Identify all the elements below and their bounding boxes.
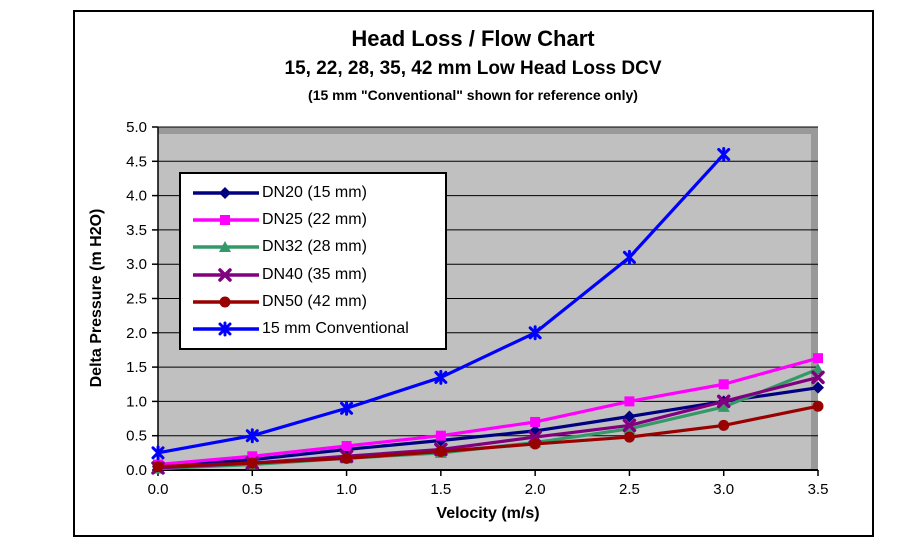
y-tick-label: 0.0: [126, 462, 147, 479]
diamond-marker: [812, 381, 824, 394]
x-axis-title: Velocity (m/s): [436, 505, 540, 522]
y-tick-label: 4.5: [126, 153, 147, 170]
y-tick-label: 3.5: [126, 222, 147, 239]
circle-marker: [152, 461, 164, 473]
legend: DN20 (15 mm) DN25 (22 mm) DN32 (28 mm) DN40…: [179, 172, 447, 350]
chart-subtitle: 15, 22, 28, 35, 42 mm Low Head Loss DCV: [284, 58, 662, 79]
x-tick-label: 3.0: [713, 481, 734, 498]
legend-item: DN50 (42 mm): [193, 293, 441, 311]
legend-swatch: [193, 241, 259, 253]
legend-item: DN40 (35 mm): [193, 266, 441, 284]
y-tick-label: 2.0: [126, 325, 147, 342]
circle-marker: [718, 419, 730, 431]
legend-swatch: [193, 214, 259, 225]
y-tick-label: 1.0: [126, 393, 147, 410]
square-marker: [435, 430, 446, 441]
y-tick-label: 0.5: [126, 428, 147, 445]
x-marker: [811, 370, 825, 385]
circle-marker: [623, 431, 635, 443]
legend-swatch: [193, 186, 259, 199]
y-tick-label: 1.5: [126, 359, 147, 376]
star-marker: [434, 369, 448, 385]
x-tick-label: 2.5: [619, 481, 640, 498]
triangle-marker: [219, 241, 231, 253]
circle-marker: [219, 296, 231, 308]
plot-shadow-top: [158, 127, 818, 134]
star-marker: [151, 445, 165, 461]
y-tick-label: 3.0: [126, 256, 147, 273]
circle-marker: [435, 445, 447, 457]
diamond-marker: [623, 410, 636, 423]
star-marker: [622, 249, 636, 265]
x-marker: [622, 418, 637, 433]
series-15-mm-conventional: [151, 146, 731, 461]
square-marker: [530, 416, 541, 427]
triangle-marker: [717, 400, 730, 412]
y-tick-label: 5.0: [126, 119, 147, 136]
legend-label: DN20 (15 mm): [262, 183, 367, 201]
y-tick-label: 4.0: [126, 188, 147, 205]
circle-marker: [812, 400, 824, 412]
star-marker: [340, 400, 354, 416]
triangle-marker: [623, 422, 636, 434]
square-marker: [718, 379, 729, 390]
legend-label: 15 mm Conventional: [262, 320, 409, 338]
star-marker: [218, 321, 232, 337]
square-marker: [341, 440, 352, 451]
star-marker: [245, 428, 259, 444]
legend-label: DN50 (42 mm): [262, 292, 367, 310]
star-marker: [528, 325, 542, 341]
diamond-marker: [219, 186, 231, 199]
y-axis-title: Delta Pressure (m H2O): [88, 208, 105, 388]
x-tick-label: 1.0: [336, 481, 357, 498]
legend-item: DN25 (22 mm): [193, 211, 441, 229]
x-tick-label: 1.5: [430, 481, 451, 498]
triangle-marker: [812, 363, 824, 375]
legend-item: DN32 (28 mm): [193, 238, 441, 256]
square-marker: [813, 353, 823, 364]
legend-label: DN25 (22 mm): [262, 210, 367, 228]
square-marker: [247, 451, 258, 462]
x-marker: [218, 267, 232, 282]
series-dn50-42-mm-: [152, 400, 824, 473]
legend-swatch: [193, 296, 259, 308]
y-tick-label: 2.5: [126, 291, 147, 308]
legend-item: DN20 (15 mm): [193, 184, 441, 202]
x-marker: [716, 394, 731, 409]
series-line: [157, 404, 819, 469]
square-marker: [624, 396, 635, 407]
chart-note: (15 mm "Conventional" shown for referenc…: [308, 87, 638, 103]
square-marker: [220, 214, 230, 225]
legend-label: DN32 (28 mm): [262, 238, 367, 256]
legend-label: DN40 (35 mm): [262, 265, 367, 283]
x-tick-label: 0.5: [242, 481, 263, 498]
circle-marker: [529, 438, 541, 450]
x-tick-label: 0.0: [148, 481, 169, 498]
chart-title: Head Loss / Flow Chart: [351, 26, 595, 51]
legend-item: 15 mm Conventional: [193, 320, 441, 338]
x-tick-label: 2.0: [525, 481, 546, 498]
legend-swatch: [193, 321, 259, 337]
star-marker: [717, 146, 731, 162]
series-line: [157, 356, 819, 467]
x-tick-label: 3.5: [808, 481, 829, 498]
circle-marker: [341, 452, 353, 464]
circle-marker: [246, 457, 258, 469]
legend-swatch: [193, 267, 259, 282]
